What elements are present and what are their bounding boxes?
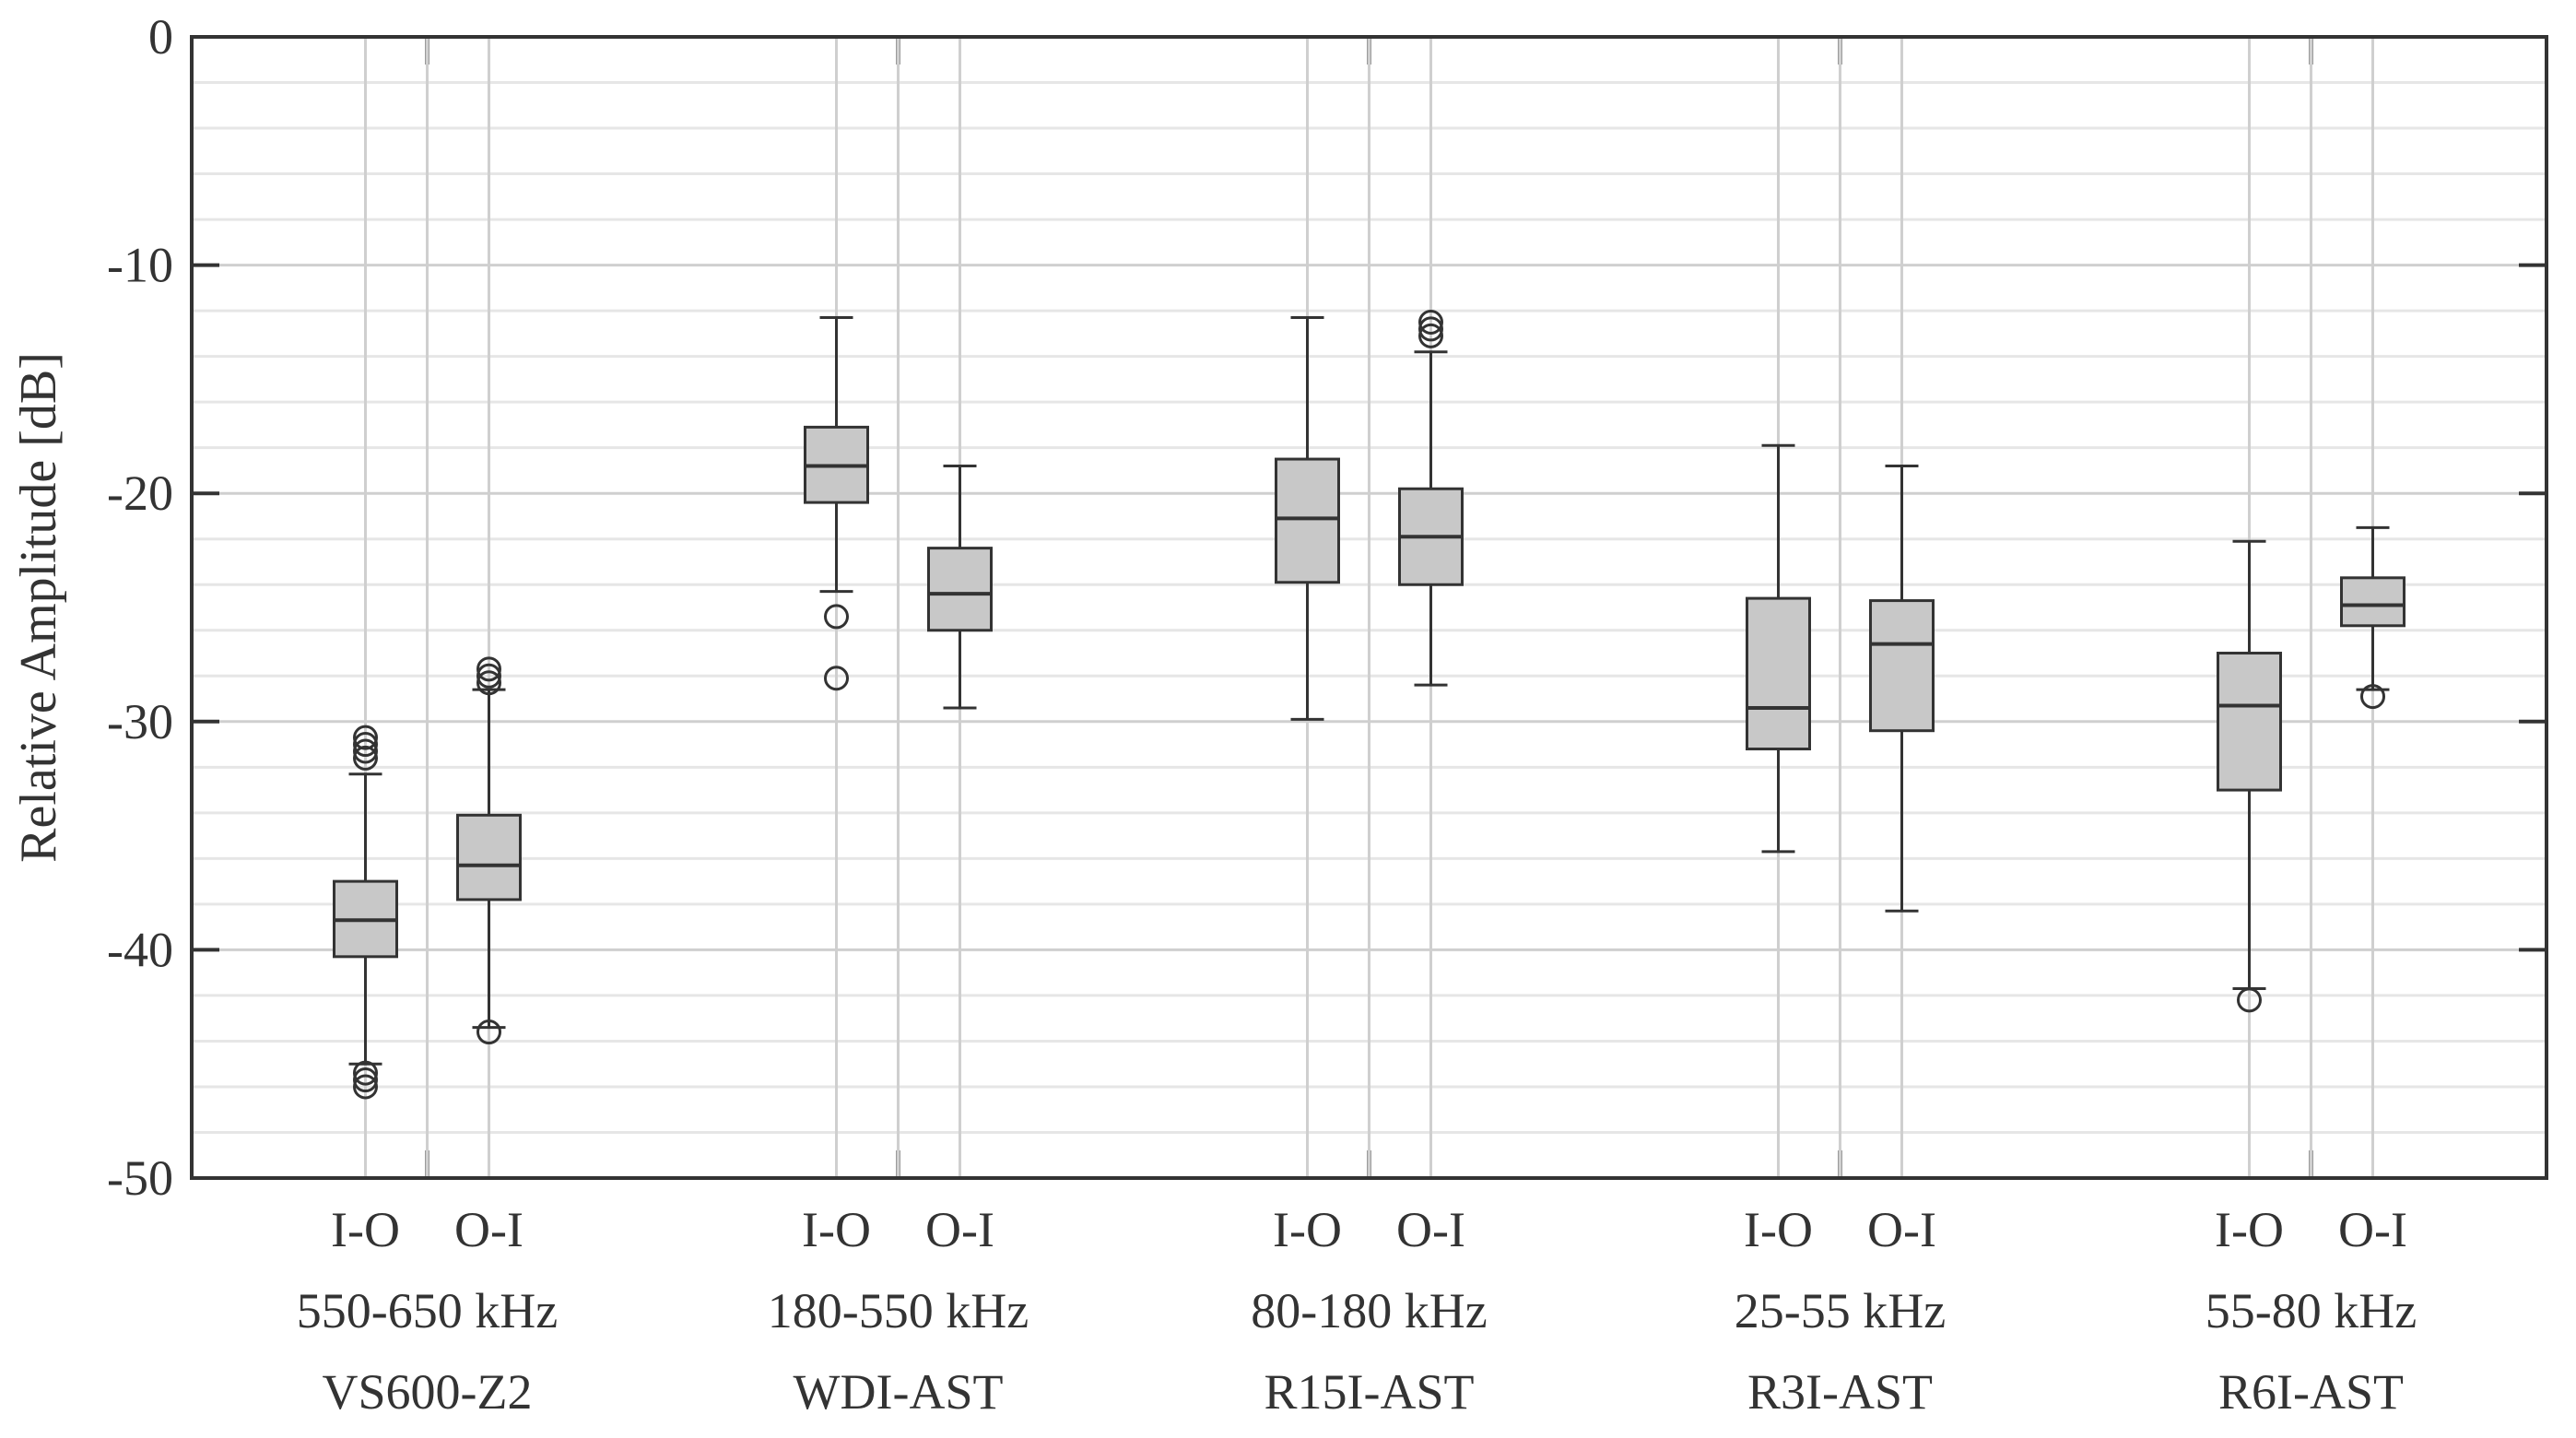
plot-frame bbox=[190, 35, 2548, 1180]
x-tick-label: O-I bbox=[925, 1202, 994, 1257]
outlier-point bbox=[353, 725, 378, 750]
box-i-o-vs600-z2 bbox=[333, 725, 398, 1100]
y-tick-label: -20 bbox=[107, 466, 173, 521]
outlier-point bbox=[353, 732, 378, 758]
outlier-point bbox=[476, 663, 501, 689]
outlier-point bbox=[1418, 316, 1443, 342]
outlier-point bbox=[353, 745, 378, 771]
box-i-o-r6i-ast bbox=[2217, 539, 2282, 1013]
group-sensor-label: R3I-AST bbox=[1747, 1364, 1933, 1420]
x-tick-label: I-O bbox=[331, 1202, 400, 1257]
box-iqr bbox=[1275, 457, 1340, 584]
y-axis-label: Relative Amplitude [dB] bbox=[10, 352, 67, 863]
outlier-point bbox=[353, 1060, 378, 1086]
group-band-label: 25-55 kHz bbox=[1735, 1283, 1946, 1338]
outlier-point bbox=[476, 1020, 501, 1045]
x-tick-label: I-O bbox=[802, 1202, 871, 1257]
box-iqr bbox=[1746, 596, 1811, 751]
box-o-i-wdi-ast bbox=[927, 464, 993, 710]
outlier-point bbox=[2237, 987, 2262, 1013]
outlier-point bbox=[1418, 310, 1443, 335]
outlier-point bbox=[2360, 684, 2385, 710]
box-iqr bbox=[927, 547, 993, 632]
box-layer bbox=[333, 310, 2405, 1100]
group-band-label: 80-180 kHz bbox=[1251, 1283, 1487, 1338]
box-iqr bbox=[1869, 599, 1935, 733]
box-iqr bbox=[2217, 652, 2282, 792]
y-tick-label: -10 bbox=[107, 238, 173, 293]
group-sensor-label: R6I-AST bbox=[2218, 1364, 2404, 1420]
x-tick-label: O-I bbox=[454, 1202, 523, 1257]
y-tick-label: -40 bbox=[107, 922, 173, 977]
box-o-i-r15i-ast bbox=[1398, 310, 1464, 687]
x-tick-label: O-I bbox=[1396, 1202, 1465, 1257]
box-o-i-r6i-ast bbox=[2340, 525, 2405, 710]
outlier-point bbox=[353, 1074, 378, 1100]
grid-layer bbox=[192, 35, 2547, 1180]
outlier-point bbox=[824, 604, 849, 630]
outlier-point bbox=[353, 738, 378, 764]
box-i-o-r15i-ast bbox=[1275, 316, 1340, 721]
y-tick-label: 0 bbox=[148, 9, 173, 65]
group-band-label: 180-550 kHz bbox=[768, 1283, 1029, 1338]
x-tick-label: I-O bbox=[2215, 1202, 2284, 1257]
x-tick-label: I-O bbox=[1273, 1202, 1342, 1257]
outlier-point bbox=[476, 656, 501, 682]
x-tick-label: O-I bbox=[1867, 1202, 1936, 1257]
group-sensor-label: R15I-AST bbox=[1264, 1364, 1475, 1420]
x-tick-label: I-O bbox=[1744, 1202, 1813, 1257]
group-band-label: 55-80 kHz bbox=[2205, 1283, 2417, 1338]
outlier-point bbox=[824, 666, 849, 691]
y-axis: 0 -10 -20 -30 -40 -50 bbox=[107, 9, 2547, 1206]
group-sensor-label: WDI-AST bbox=[794, 1364, 1004, 1420]
box-iqr bbox=[2340, 576, 2405, 628]
box-i-o-r3i-ast bbox=[1746, 443, 1811, 854]
y-tick-label: -50 bbox=[107, 1150, 173, 1206]
y-tick-label: -30 bbox=[107, 694, 173, 749]
box-i-o-wdi-ast bbox=[804, 316, 869, 691]
box-iqr bbox=[456, 813, 522, 902]
outlier-point bbox=[476, 670, 501, 696]
box-o-i-r3i-ast bbox=[1869, 464, 1935, 913]
x-axis: I-O O-I 550-650 kHz VS600-Z2 I-O O-I 180-550 k… bbox=[297, 1202, 2417, 1420]
box-o-i-vs600-z2 bbox=[456, 656, 522, 1045]
group-sensor-label: VS600-Z2 bbox=[323, 1364, 533, 1420]
outlier-point bbox=[1418, 323, 1443, 348]
x-tick-label: O-I bbox=[2338, 1202, 2407, 1257]
outlier-point bbox=[353, 1067, 378, 1093]
group-band-label: 550-650 kHz bbox=[297, 1283, 558, 1338]
